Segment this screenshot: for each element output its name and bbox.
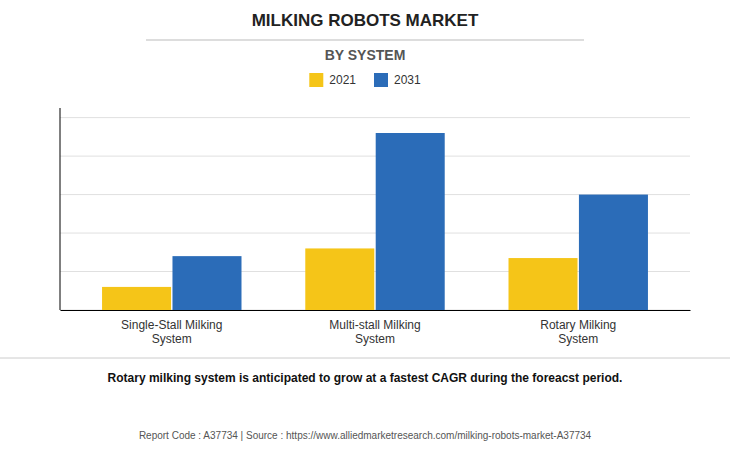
footer-text: Rotary milking system is anticipated to … [108,371,623,385]
legend-item: 2031 [374,73,421,87]
x-tick-label: Multi-stall MilkingSystem [329,318,420,346]
legend-item: 2021 [309,73,356,87]
grid-line [60,117,690,118]
legend: 2021 2031 [309,73,421,87]
bar [376,133,445,310]
y-axis-line [60,108,61,310]
x-tick: Multi-stall MilkingSystem [329,310,420,346]
source-text: Report Code : A37734 | Source : https://… [139,430,592,441]
bar [509,258,578,310]
plot: Single-Stall MilkingSystem Multi-stall Mi… [60,108,691,346]
x-axis: Single-Stall MilkingSystem Multi-stall Mi… [61,310,691,346]
title-rule [146,40,584,41]
x-tick-label: Single-Stall MilkingSystem [121,318,222,346]
chart: MILKING ROBOTS MARKET BY SYSTEM 2021 2031 Si… [0,0,730,453]
x-tick: Single-Stall MilkingSystem [121,310,222,346]
legend-swatch [374,73,388,87]
x-tick-label: Rotary MilkingSystem [540,318,616,346]
bar [102,287,171,310]
x-tick: Rotary MilkingSystem [540,310,616,346]
legend-label: 2021 [329,73,356,87]
legend-swatch [309,73,323,87]
grid [60,118,690,310]
title: MILKING ROBOTS MARKET [252,11,479,30]
bar [305,248,374,310]
footer-rule [0,358,730,359]
grid-line [60,156,690,157]
legend-label: 2031 [394,73,421,87]
x-axis-line [61,310,691,311]
subtitle: BY SYSTEM [325,47,406,63]
bar [579,195,648,310]
bars [102,133,648,310]
bar [172,256,241,310]
